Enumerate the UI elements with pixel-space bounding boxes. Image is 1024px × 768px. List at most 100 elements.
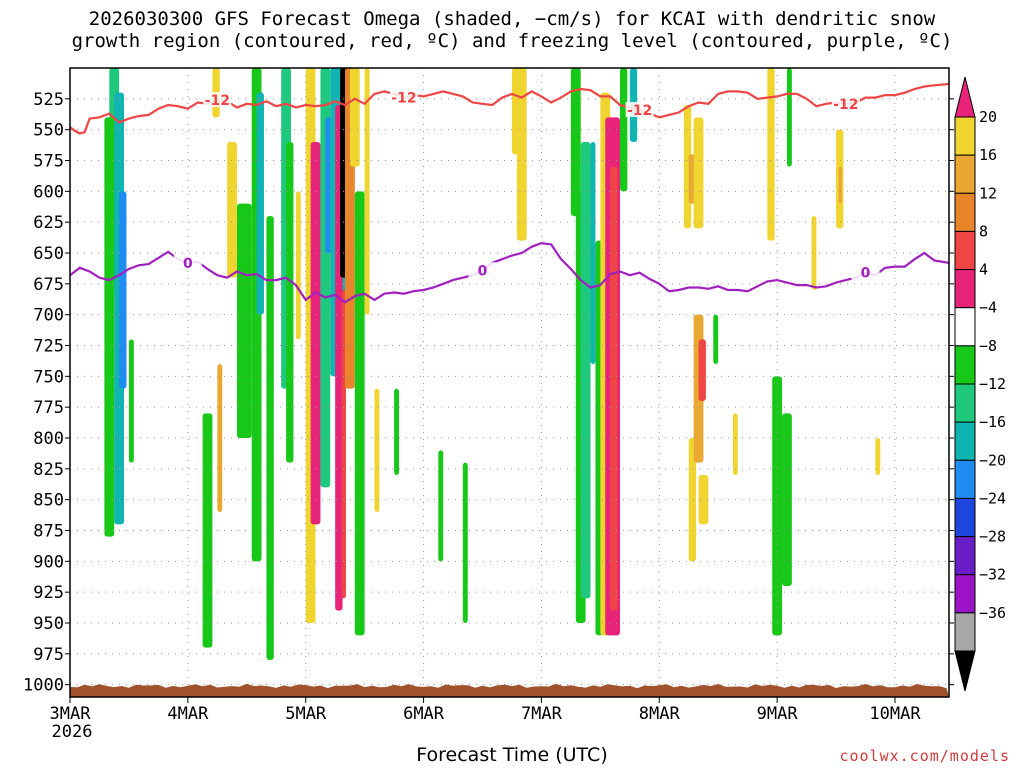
colorbar-swatch-9 [954, 459, 976, 499]
omega-cell-46 [693, 117, 704, 229]
omega-cell-23 [341, 290, 346, 599]
omega-cell-51 [713, 314, 719, 364]
colorbar: 20 16 12 8 4 −4 −8 −12 −16 −20 −24 −28 −32 −36 [954, 76, 1006, 692]
omega-cell-29 [394, 388, 400, 475]
colorbar-label-0: 20 [979, 108, 997, 126]
omega-cell-49 [698, 339, 706, 401]
grid-lines [70, 68, 949, 697]
colorbar-label-11: −28 [979, 528, 1006, 546]
omega-cell-53 [767, 68, 775, 241]
dgz-contour-label-3: -12 [833, 97, 858, 113]
plot-frame [69, 67, 950, 698]
dgz-contour-label-2: -12 [627, 103, 652, 119]
omega-cell-52 [732, 413, 738, 475]
colorbar-bottom-arrow [954, 650, 976, 692]
omega-cell-12 [266, 216, 274, 660]
dgz-contour-label-bg-1 [389, 89, 418, 105]
omega-cell-9 [236, 203, 252, 438]
y-tick-label-775: 775 [33, 398, 64, 418]
omega-cell-57 [811, 216, 817, 290]
colorbar-swatch-1 [954, 154, 976, 194]
omega-cell-56 [786, 68, 792, 167]
y-tick-label-850: 850 [33, 491, 64, 511]
colorbar-label-2: 12 [979, 184, 997, 202]
omega-cell-11 [256, 92, 264, 315]
colorbar-swatch-7 [954, 383, 976, 423]
omega-cell-30 [438, 450, 444, 562]
omega-cell-25 [349, 68, 360, 167]
dgz-contour-label-0: -12 [205, 93, 230, 109]
x-tick-label-7: 10MAR [869, 704, 921, 724]
omega-cell-37 [590, 142, 596, 364]
chart-title-line-1: 2026030300 GFS Forecast Omega (shaded, −… [88, 8, 936, 30]
colorbar-label-6: −8 [979, 337, 997, 355]
y-tick-label-675: 675 [33, 275, 64, 295]
colorbar-label-3: 8 [979, 222, 988, 240]
colorbar-label-1: 16 [979, 146, 997, 164]
omega-cell-59 [838, 166, 842, 204]
freezing-contour-label-2: 0 [861, 266, 871, 282]
omega-cell-36 [580, 142, 591, 599]
freezing-contour-label-0: 0 [183, 256, 193, 272]
omega-cell-31 [462, 462, 468, 623]
y-tick-label-875: 875 [33, 522, 64, 542]
omega-cell-41 [610, 166, 618, 611]
omega-cell-50 [698, 475, 709, 525]
y-tick-label-1000: 1000 [23, 676, 64, 696]
y-tick-label-800: 800 [33, 429, 64, 449]
colorbar-swatch-13 [954, 612, 976, 652]
omega-cell-34 [570, 68, 581, 216]
omega-cell-6 [217, 364, 223, 512]
freezing-contour-label-bg-1 [468, 262, 497, 278]
omega-cell-2 [119, 191, 127, 389]
omega-shading [104, 68, 881, 660]
colorbar-top-arrow [954, 76, 976, 118]
credit-text: coolwx.com/models [839, 747, 1010, 765]
omega-cell-28 [374, 388, 380, 512]
omega-cell-15 [295, 191, 301, 340]
x-tick-label-1: 4MAR [167, 704, 209, 724]
x-axis-title: Forecast Time (UTC) [416, 744, 608, 766]
colorbar-label-5: −4 [979, 299, 997, 317]
dgz-contour-label-bg-2 [625, 101, 654, 117]
colorbar-swatch-10 [954, 497, 976, 538]
omega-cell-33 [511, 68, 520, 155]
colorbar-swatch-11 [954, 536, 976, 576]
y-tick-label-725: 725 [33, 337, 64, 357]
colorbar-label-13: −36 [979, 604, 1006, 622]
colorbar-swatch-12 [954, 574, 976, 614]
y-tick-label-925: 925 [33, 583, 64, 603]
colorbar-swatch-2 [954, 192, 976, 232]
y-tick-label-600: 600 [33, 182, 64, 202]
colorbar-label-12: −32 [979, 566, 1006, 584]
omega-cell-26 [354, 191, 365, 636]
omega-cell-8 [227, 142, 237, 278]
pressure-axis: 525 550 575 600 625 650 675 700 725 750 775 800 825 8… [23, 90, 954, 696]
freezing-contour-label-bg-0 [173, 254, 202, 270]
contours: -12 -12 -12 -12 0 0 0 [70, 82, 949, 304]
x-tick-label-6: 9MAR [757, 704, 799, 724]
colorbar-swatch-6 [954, 345, 976, 385]
colorbar-label-10: −24 [979, 489, 1006, 507]
dgz-contour-label-bg-3 [831, 95, 860, 111]
dgz-contour-label-1: -12 [391, 91, 416, 107]
colorbar-swatch-5 [954, 307, 976, 347]
dgz-contour-line [70, 82, 949, 135]
dgz-contour-label-bg-0 [203, 92, 232, 108]
y-tick-label-900: 900 [33, 552, 64, 572]
ground-fill [70, 683, 949, 697]
y-tick-label-825: 825 [33, 460, 64, 480]
freezing-contour-label-bg-2 [851, 264, 880, 280]
ground-surface [70, 683, 949, 697]
colorbar-swatch-4 [954, 269, 976, 309]
y-tick-label-550: 550 [33, 121, 64, 141]
chart-title-line-2: growth region (contoured, red, ºC) and f… [71, 30, 953, 52]
colorbar-label-9: −20 [979, 451, 1006, 469]
omega-cell-4 [128, 339, 134, 463]
y-tick-label-575: 575 [33, 152, 64, 172]
colorbar-swatch-3 [954, 230, 976, 271]
y-tick-label-950: 950 [33, 614, 64, 634]
colorbar-label-8: −16 [979, 413, 1006, 431]
